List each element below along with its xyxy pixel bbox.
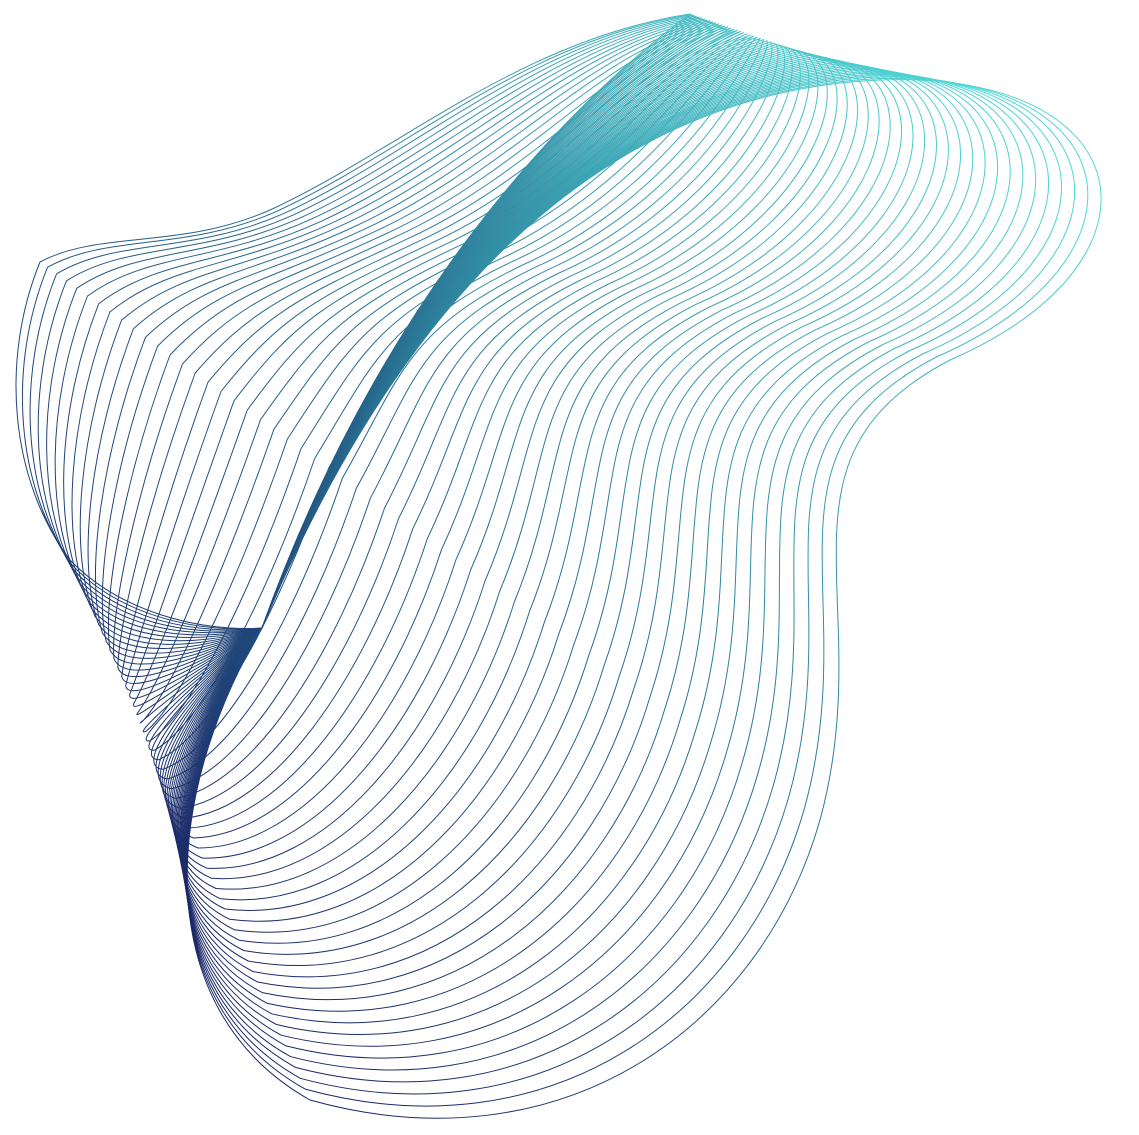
wave-line [37, 15, 697, 632]
wave-line [171, 52, 848, 880]
wave-line [186, 79, 1102, 1119]
wave-line [87, 21, 714, 649]
wave-line [121, 27, 732, 684]
wave-line [133, 31, 741, 707]
wave-line [181, 66, 974, 1001]
wave-line [113, 25, 726, 671]
wave-line [151, 37, 761, 761]
wave-line [185, 75, 1063, 1083]
wave-line [129, 29, 738, 699]
wave-line [168, 48, 819, 849]
wave-line [185, 74, 1050, 1071]
wave-line [173, 53, 859, 890]
wave-line [170, 51, 838, 869]
wave-line [183, 70, 1011, 1035]
wave-line [184, 72, 1037, 1059]
wave-line [181, 65, 961, 989]
wave-line [155, 40, 768, 780]
wave-line [79, 20, 711, 645]
wave-line [166, 47, 810, 839]
wave-line [177, 58, 902, 933]
wave-line [95, 22, 717, 654]
wave-line [184, 71, 1024, 1047]
wave-line [183, 68, 998, 1024]
wave-line [182, 67, 986, 1012]
wave-line [139, 33, 748, 724]
wave-line [175, 56, 880, 911]
wave-line [125, 28, 735, 692]
wave-line [178, 61, 926, 955]
wave-line-group [15, 13, 1102, 1119]
wave-line [178, 60, 914, 944]
wave-line [117, 26, 729, 678]
wave-line [179, 62, 937, 966]
wave-line [71, 19, 708, 642]
wave-line [180, 63, 949, 978]
wave-line [63, 18, 705, 639]
wave-line [186, 77, 1089, 1107]
wave-line [107, 24, 723, 665]
wave-line [186, 76, 1076, 1095]
wave-line [153, 39, 765, 770]
wave-line [21, 14, 693, 630]
wave-line [169, 49, 828, 859]
wave-line [176, 57, 891, 922]
wave-line [174, 54, 869, 901]
wave-line [136, 32, 745, 715]
wave-line [101, 23, 720, 659]
